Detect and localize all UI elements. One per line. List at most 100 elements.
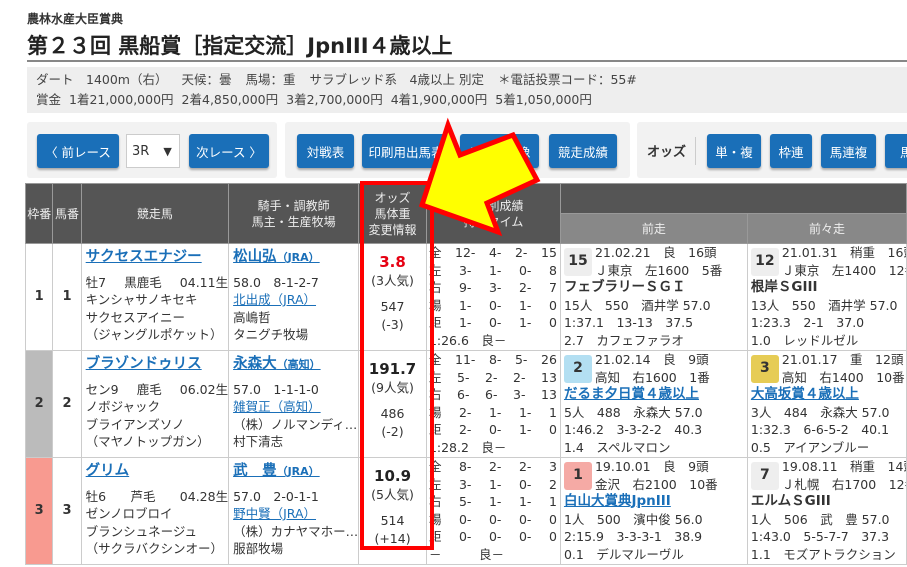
header-prev1: 前走: [559, 213, 748, 244]
table-row: 2 2 ブラゾンドゥリス セン9 鹿毛 06.02生 ノボジャック ブライアンズソノ…: [24, 350, 907, 458]
win-place-odds-button[interactable]: 単・複: [707, 134, 761, 168]
popularity: (9人気): [371, 379, 414, 395]
past-race-p1: 2 21.02.14 良 9頭 高知 右1600 1番 だるま夕日賞４歳以上 5…: [559, 350, 748, 458]
body-weight: 486: [380, 406, 405, 421]
odds-value: 191.7: [368, 360, 417, 378]
best-time: 1:28.2 良－: [428, 439, 507, 455]
header-jockey: 騎手・調教師 馬主・生産牧場: [228, 183, 360, 244]
header-umaban: 馬番: [52, 183, 82, 244]
record-value: 8-: [458, 459, 472, 474]
race-detail: 15人 550 酒井学 57.0: [563, 297, 711, 313]
print-entries-button[interactable]: 印刷用出馬表: [362, 134, 450, 168]
jockey-link[interactable]: 武 豊（JRA）: [233, 463, 320, 479]
finish-badge: 12: [750, 248, 779, 276]
past-race-p2: 7 19.08.11 稍重 14頭 Ｊ札幌 右1700 12番 エルムＳGIII…: [746, 457, 907, 565]
race-time: 1:32.3 6-6-5-2 40.1: [750, 422, 890, 437]
record-value: 0-: [488, 511, 502, 527]
record-value: 5-: [457, 369, 470, 385]
race-name-link[interactable]: だるま夕日賞４歳以上: [563, 386, 699, 402]
race-time: 1:37.1 13-13 37.5: [563, 315, 694, 330]
highlight-box: [360, 181, 434, 550]
body-weight-diff: (+14): [374, 530, 411, 546]
dam-sire: （マヤノトップガン）: [85, 434, 210, 449]
jockey-cell: 松山弘（JRA） 58.0 8-1-2-7 北出成（JRA） 高嶋哲 タニグチ牧…: [228, 243, 360, 351]
record-value: 0-: [458, 529, 472, 544]
finish-badge: 1: [563, 462, 592, 490]
prize-item: 3着2,700,000円: [286, 92, 383, 107]
race-detail: 5人 488 永森大 57.0: [563, 404, 703, 420]
race-subtitle: 農林水産大臣賞典: [27, 12, 124, 26]
odds-value: 3.8: [379, 253, 406, 271]
next-race-button[interactable]: 次レース 〉: [189, 134, 269, 168]
race-name: 根岸ＳGIII: [750, 279, 818, 295]
record-value: 3-: [458, 262, 472, 278]
race-name-link[interactable]: 大高坂賞４歳以上: [750, 386, 859, 402]
record-value: 0-: [518, 511, 532, 527]
trainer-link[interactable]: 野中賢（JRA）: [233, 506, 317, 521]
race-results-button[interactable]: 競走成績: [549, 134, 617, 168]
record-value: 3-: [458, 476, 472, 492]
record-value: 0-: [488, 529, 502, 544]
race-winner: 0.5 アイアンブルー: [750, 439, 870, 455]
matchup-button[interactable]: 対戦表: [297, 134, 354, 168]
prize-item: 賞金: [36, 92, 62, 107]
race-time: 1:46.2 3-3-2-2 40.3: [563, 422, 703, 437]
body-weight: 547: [380, 299, 405, 314]
caret-down-icon: ▼: [163, 144, 172, 158]
record-value: 1-: [458, 315, 472, 330]
record-value: 12-: [455, 245, 476, 260]
race-info: ダート 1400m（右） 天候：曇 馬場：重 サラブレッド系 4歳以上 別定 ＊電話投票…: [27, 67, 907, 113]
record-value: 0: [548, 511, 557, 527]
arrow-icon: [418, 117, 541, 237]
owner: （株）ノルマンディ…: [233, 416, 358, 432]
record-value: 8-: [488, 352, 502, 367]
sire: キンシャサノキセキ: [85, 292, 198, 307]
record-value: 1-: [458, 297, 472, 313]
trainer-link[interactable]: 雑賀正（高知）: [233, 399, 321, 414]
birth-date: 04.28生: [179, 488, 229, 504]
record-value: 2-: [518, 280, 532, 295]
header-past-races: [559, 183, 907, 214]
horse-name-link[interactable]: ブラゾンドゥリス: [85, 356, 202, 372]
horse-name-link[interactable]: グリム: [85, 463, 130, 479]
breeder: タニグチ牧場: [233, 327, 309, 342]
record-value: 0-: [488, 297, 502, 313]
record-value: 1-: [488, 494, 502, 509]
sex-age: セン9: [85, 381, 119, 397]
race-select[interactable]: 3R ▼: [126, 134, 180, 168]
horse-name-link[interactable]: サクセスエナジー: [85, 249, 202, 265]
trainer-link[interactable]: 北出成（JRA）: [233, 292, 317, 307]
record-value: 9-: [458, 280, 472, 295]
prize-item: 1着21,000,000円: [69, 92, 174, 107]
owner: 高嶋哲: [233, 309, 271, 325]
record-value: 1-: [488, 404, 502, 420]
race-info-item: 馬場：重: [245, 72, 296, 87]
race-course: Ｊ札幌 右1700 12番: [781, 476, 907, 492]
quinella-button[interactable]: 馬連複: [821, 134, 876, 168]
odds-label: オッズ: [647, 145, 687, 160]
race-date: 21.01.17 重 12頭: [781, 352, 904, 367]
horse-cell: ブラゾンドゥリス セン9 鹿毛 06.02生 ノボジャック ブライアンズソノ （マヤ…: [80, 350, 230, 458]
race-winner: 1.0 レッドルゼル: [750, 332, 859, 348]
odds-value: 10.9: [374, 467, 412, 485]
prev-race-button[interactable]: 〈 前レース: [37, 134, 119, 168]
race-name-link[interactable]: 白山大賞典JpnIII: [563, 493, 671, 509]
owner: （株）カナヤマホー…: [233, 523, 359, 539]
record-value: 1-: [488, 262, 502, 278]
divider: [27, 60, 907, 62]
race-detail: 3人 484 永森大 57.0: [750, 404, 890, 420]
record-value: 7: [548, 280, 557, 295]
record-cell: 全 12- 4- 2- 15 左 3- 1- 0- 8 右 9- 3- 2- 7 場 1- 0- 1- 0 距 1- 0- 1…: [425, 243, 561, 351]
bracket-quinella-button[interactable]: 枠連: [770, 134, 812, 168]
breeder: 服部牧場: [233, 541, 284, 556]
race-info-item: ダート 1400m（右）: [36, 72, 168, 87]
exacta-button[interactable]: 馬単: [885, 134, 907, 168]
record-value: 1-: [518, 404, 532, 420]
jockey-link[interactable]: 松山弘（JRA）: [233, 249, 320, 265]
prize-item: 4着1,900,000円: [390, 92, 488, 107]
past-race-p1: 15 21.02.21 良 16頭 Ｊ東京 左1600 5番 フェブラリーＳＧＩ…: [559, 243, 748, 351]
popularity: (5人気): [371, 486, 414, 502]
jockey-link[interactable]: 永森大（高知）: [233, 356, 321, 372]
record-value: 3: [548, 459, 557, 474]
